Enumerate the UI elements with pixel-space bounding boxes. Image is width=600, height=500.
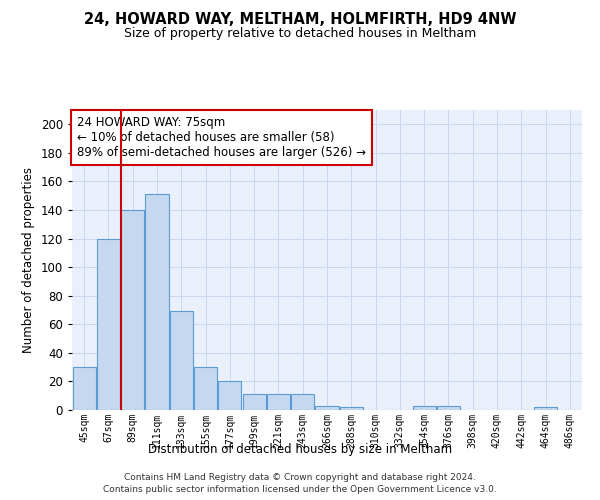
Bar xyxy=(121,210,144,410)
Bar xyxy=(437,406,460,410)
Bar xyxy=(534,407,557,410)
Text: Contains public sector information licensed under the Open Government Licence v3: Contains public sector information licen… xyxy=(103,485,497,494)
Text: 24, HOWARD WAY, MELTHAM, HOLMFIRTH, HD9 4NW: 24, HOWARD WAY, MELTHAM, HOLMFIRTH, HD9 … xyxy=(84,12,516,28)
Bar xyxy=(170,312,193,410)
Bar xyxy=(97,238,120,410)
Bar xyxy=(291,394,314,410)
Text: Size of property relative to detached houses in Meltham: Size of property relative to detached ho… xyxy=(124,28,476,40)
Text: Contains HM Land Registry data © Crown copyright and database right 2024.: Contains HM Land Registry data © Crown c… xyxy=(124,472,476,482)
Bar xyxy=(218,382,241,410)
Y-axis label: Number of detached properties: Number of detached properties xyxy=(22,167,35,353)
Bar xyxy=(413,406,436,410)
Bar xyxy=(194,367,217,410)
Bar xyxy=(267,394,290,410)
Text: Distribution of detached houses by size in Meltham: Distribution of detached houses by size … xyxy=(148,442,452,456)
Bar xyxy=(316,406,338,410)
Bar xyxy=(145,194,169,410)
Bar xyxy=(242,394,266,410)
Text: 24 HOWARD WAY: 75sqm
← 10% of detached houses are smaller (58)
89% of semi-detac: 24 HOWARD WAY: 75sqm ← 10% of detached h… xyxy=(77,116,366,159)
Bar xyxy=(340,407,363,410)
Bar xyxy=(73,367,95,410)
